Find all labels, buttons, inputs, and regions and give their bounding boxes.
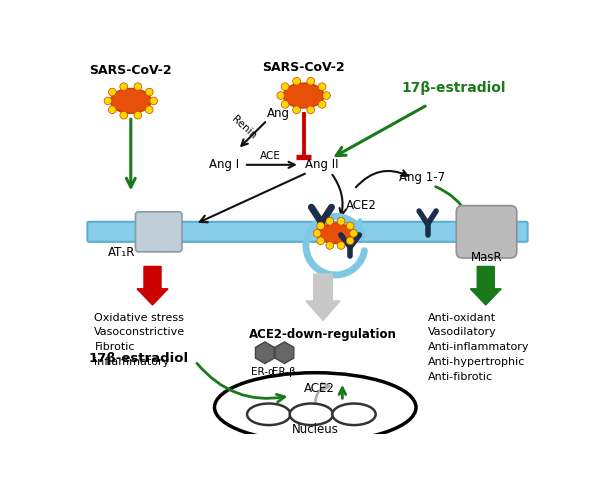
Circle shape bbox=[281, 101, 289, 108]
Text: SARS-CoV-2: SARS-CoV-2 bbox=[89, 63, 172, 77]
Circle shape bbox=[317, 222, 325, 230]
Text: ER-β: ER-β bbox=[272, 366, 296, 377]
Text: 17β-estradiol: 17β-estradiol bbox=[89, 352, 189, 366]
Polygon shape bbox=[137, 266, 168, 305]
Text: SARS-CoV-2: SARS-CoV-2 bbox=[262, 61, 345, 74]
Circle shape bbox=[350, 229, 358, 237]
Circle shape bbox=[337, 242, 345, 249]
Circle shape bbox=[150, 97, 158, 105]
Text: Ang: Ang bbox=[266, 107, 290, 121]
Text: Ang I: Ang I bbox=[209, 158, 239, 171]
Circle shape bbox=[323, 92, 331, 100]
Text: Nucleus: Nucleus bbox=[292, 423, 338, 436]
Circle shape bbox=[346, 237, 354, 244]
Text: AT₁R: AT₁R bbox=[108, 246, 135, 259]
Ellipse shape bbox=[247, 404, 290, 425]
Circle shape bbox=[326, 242, 334, 249]
Circle shape bbox=[120, 83, 128, 90]
Circle shape bbox=[109, 88, 116, 96]
Ellipse shape bbox=[283, 83, 324, 108]
Ellipse shape bbox=[215, 373, 416, 442]
Text: Oxidative stress
Vasoconstrictive
Fibrotic
inflammatory: Oxidative stress Vasoconstrictive Fibrot… bbox=[94, 313, 185, 367]
Text: Anti-oxidant
Vasodilatory
Anti-inflammatory
Anti-hypertrophic
Anti-fibrotic: Anti-oxidant Vasodilatory Anti-inflammat… bbox=[428, 313, 529, 382]
Polygon shape bbox=[275, 342, 294, 364]
Text: Ang II: Ang II bbox=[305, 158, 338, 171]
Text: Renin: Renin bbox=[230, 114, 258, 142]
FancyBboxPatch shape bbox=[457, 205, 517, 258]
Circle shape bbox=[307, 78, 314, 85]
Circle shape bbox=[277, 92, 284, 100]
Circle shape bbox=[318, 83, 326, 91]
Circle shape bbox=[318, 101, 326, 108]
Polygon shape bbox=[470, 266, 501, 305]
Circle shape bbox=[293, 106, 301, 114]
FancyBboxPatch shape bbox=[88, 222, 527, 242]
Text: ACE2: ACE2 bbox=[304, 382, 335, 395]
Circle shape bbox=[109, 106, 116, 114]
Ellipse shape bbox=[290, 404, 333, 425]
Ellipse shape bbox=[110, 89, 151, 113]
FancyBboxPatch shape bbox=[136, 212, 182, 252]
Circle shape bbox=[120, 111, 128, 119]
Ellipse shape bbox=[320, 224, 351, 244]
Text: 17β-estradiol: 17β-estradiol bbox=[401, 81, 505, 95]
Ellipse shape bbox=[332, 404, 376, 425]
Polygon shape bbox=[306, 274, 340, 320]
Circle shape bbox=[134, 83, 142, 90]
Text: ACE2-down-regulation: ACE2-down-regulation bbox=[249, 328, 397, 341]
Circle shape bbox=[346, 222, 354, 230]
Circle shape bbox=[317, 237, 325, 244]
Circle shape bbox=[293, 78, 301, 85]
Text: ACE: ACE bbox=[260, 151, 281, 161]
Polygon shape bbox=[256, 342, 274, 364]
Circle shape bbox=[104, 97, 112, 105]
Text: MasR: MasR bbox=[471, 251, 502, 264]
Circle shape bbox=[313, 229, 321, 237]
Text: ACE2: ACE2 bbox=[346, 199, 377, 212]
Circle shape bbox=[337, 218, 345, 225]
Circle shape bbox=[281, 83, 289, 91]
Text: ER-α: ER-α bbox=[251, 366, 274, 377]
Circle shape bbox=[307, 106, 314, 114]
Circle shape bbox=[145, 88, 153, 96]
Circle shape bbox=[145, 106, 153, 114]
Circle shape bbox=[134, 111, 142, 119]
Circle shape bbox=[326, 218, 334, 225]
Text: Ang 1-7: Ang 1-7 bbox=[399, 171, 445, 184]
